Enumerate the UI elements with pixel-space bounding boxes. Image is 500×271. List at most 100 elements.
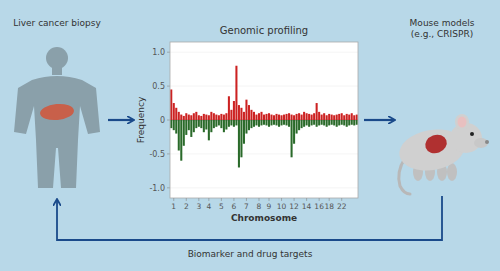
plot-frame — [170, 42, 358, 198]
bar — [200, 120, 202, 128]
bar — [210, 120, 212, 132]
x-tick — [306, 198, 307, 201]
bar — [248, 120, 250, 130]
annotation: Mouse models(e.g., CRISPR) — [410, 18, 475, 39]
bar — [356, 115, 358, 120]
bar — [173, 120, 175, 130]
annotation: Biomarker and drug targets — [188, 249, 313, 259]
annotation-line: Mouse models — [410, 18, 475, 28]
bar — [283, 120, 285, 125]
bar — [333, 120, 335, 125]
bar — [326, 115, 328, 120]
mouse-ear — [455, 114, 469, 130]
bar — [268, 113, 270, 120]
bar — [218, 115, 220, 120]
x-tick-label: 3 — [196, 202, 201, 211]
bar — [273, 120, 275, 125]
bar — [281, 120, 283, 125]
bar — [218, 120, 220, 125]
bar — [351, 113, 353, 120]
plot-background — [170, 42, 358, 198]
bar — [248, 105, 250, 120]
bar — [213, 113, 215, 120]
bar — [178, 112, 180, 120]
bar — [303, 120, 305, 127]
mouse-ear-inner — [458, 117, 467, 128]
bar — [331, 115, 333, 120]
bar — [338, 120, 340, 125]
bar — [321, 120, 323, 125]
y-axis-label: Frequency — [136, 96, 146, 143]
bar — [308, 120, 310, 127]
bar — [255, 115, 257, 120]
bar — [278, 115, 280, 120]
bar — [341, 120, 343, 125]
bar — [195, 120, 197, 128]
bar — [283, 115, 285, 120]
bar — [341, 113, 343, 120]
annotation-line: Biomarker and drug targets — [188, 249, 313, 259]
bar — [245, 100, 247, 120]
mouse-eye — [470, 132, 474, 136]
bar — [203, 120, 205, 132]
bar — [321, 115, 323, 120]
x-tick — [294, 198, 295, 201]
bar — [243, 112, 245, 120]
y-tick-label: 0 — [160, 116, 165, 125]
bar — [351, 120, 353, 125]
bar — [208, 115, 210, 120]
bar — [178, 120, 180, 151]
chart-title: Genomic profiling — [220, 25, 308, 36]
bar — [276, 120, 278, 125]
bar — [343, 120, 345, 125]
y-tick-label: 0.5 — [152, 82, 165, 91]
bar — [328, 114, 330, 120]
bar — [311, 115, 313, 120]
x-tick-label: 6 — [232, 202, 237, 211]
bar — [250, 120, 252, 128]
x-tick-label: 7 — [244, 202, 249, 211]
bar — [323, 120, 325, 125]
bar — [233, 101, 235, 120]
bar — [200, 116, 202, 120]
mouse-nose — [485, 140, 489, 144]
bar — [318, 112, 320, 120]
bar — [220, 120, 222, 128]
x-tick — [329, 198, 330, 201]
mouse-liver — [423, 132, 450, 156]
bar — [260, 120, 262, 125]
bar — [311, 120, 313, 125]
bar — [263, 120, 265, 125]
bar — [220, 114, 222, 120]
bar — [268, 120, 270, 127]
bars — [170, 66, 358, 168]
bar — [308, 114, 310, 120]
x-tick-label: 12 — [289, 202, 299, 211]
bar — [180, 115, 182, 120]
bar — [281, 115, 283, 120]
human-icon — [14, 47, 100, 188]
bar — [183, 120, 185, 146]
arrow — [364, 119, 394, 121]
bar — [223, 120, 225, 132]
bar — [230, 110, 232, 120]
x-tick-label: 1 — [171, 202, 176, 211]
x-tick-label: 4 — [206, 202, 211, 211]
x-tick-label: 9 — [267, 202, 272, 211]
bar — [190, 115, 192, 120]
bar — [296, 120, 298, 134]
annotation-line: Liver cancer biopsy — [13, 18, 101, 28]
x-tick-label: 18 — [324, 202, 334, 211]
bar — [175, 108, 177, 120]
y-tick — [167, 52, 170, 53]
x-tick — [173, 198, 174, 201]
bar — [270, 120, 272, 125]
bar — [255, 120, 257, 125]
x-tick — [258, 198, 259, 201]
bar — [205, 120, 207, 129]
bar — [288, 120, 290, 127]
bar — [175, 120, 177, 134]
bar — [346, 120, 348, 127]
bar — [263, 115, 265, 120]
bar — [316, 120, 318, 127]
